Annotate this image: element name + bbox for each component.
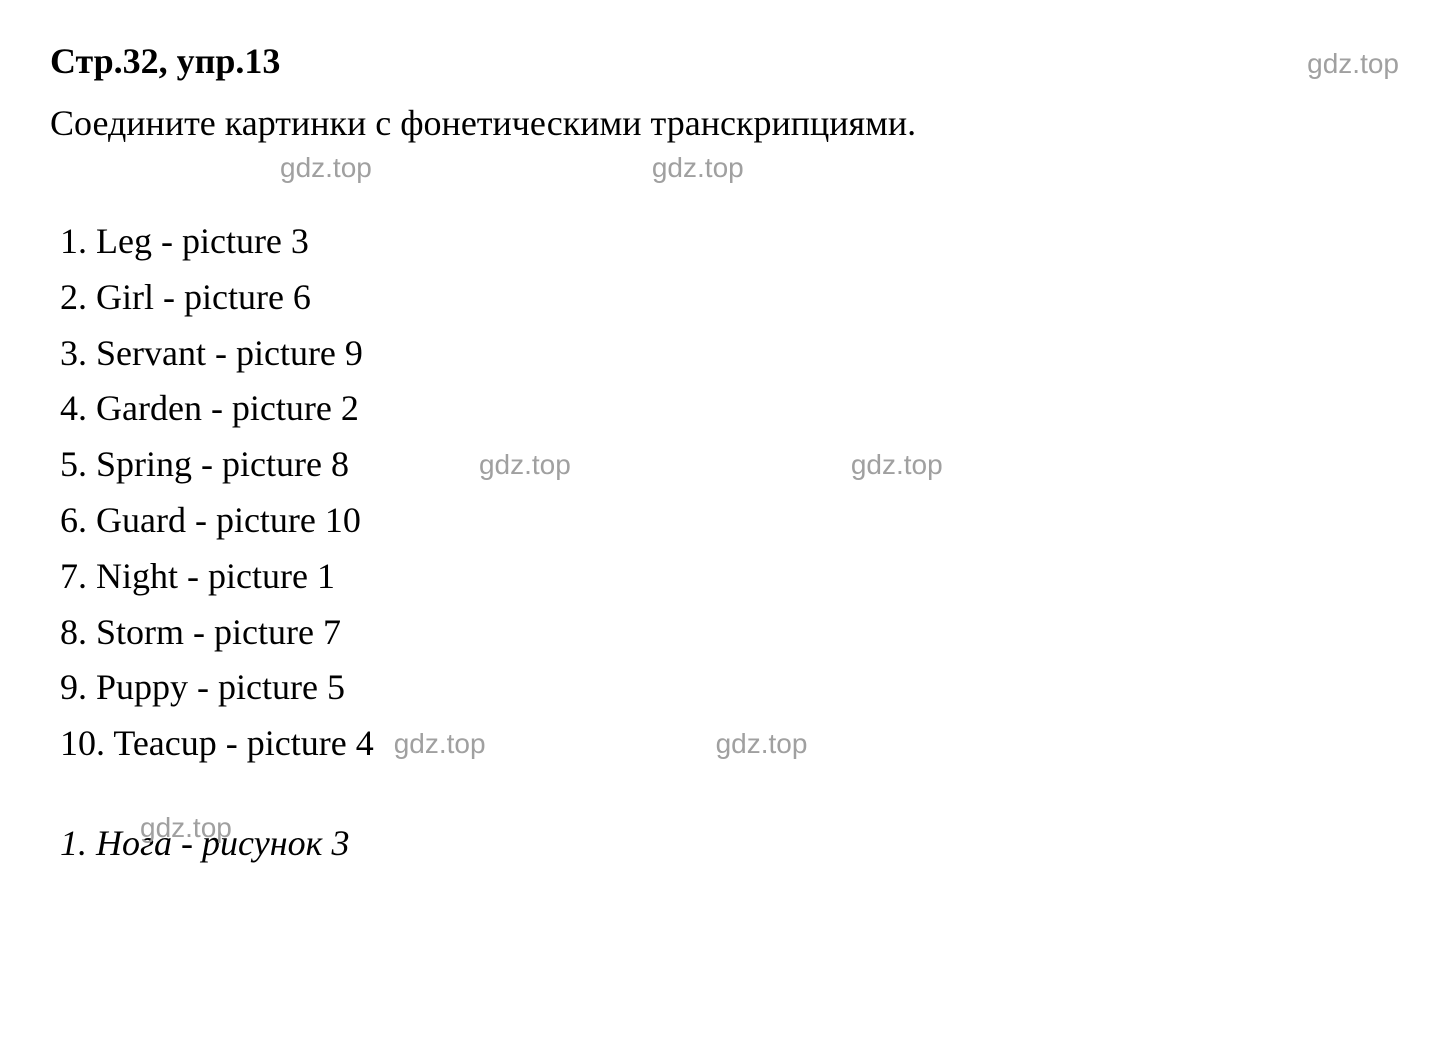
list-item: 7. Night - picture 1 — [60, 549, 1399, 605]
list-item: 3. Servant - picture 9 — [60, 326, 1399, 382]
footer-section: gdz.top 1. Нога - рисунок 3 — [50, 822, 1399, 864]
watermark-2: gdz.top — [652, 152, 744, 184]
list-item: 2. Girl - picture 6 — [60, 270, 1399, 326]
page-title: Стр.32, упр.13 — [50, 40, 280, 82]
list-item: 5. Spring - picture 8 — [60, 437, 349, 493]
list-item: 4. Garden - picture 2 — [60, 381, 1399, 437]
watermark-6: gdz.top — [716, 728, 808, 760]
instruction-text: Соедините картинки с фонетическими транс… — [50, 102, 1399, 144]
watermark-1: gdz.top — [280, 152, 372, 184]
watermark-row-1: gdz.top gdz.top — [280, 152, 1399, 184]
list-item: 1. Leg - picture 3 — [60, 214, 1399, 270]
footer-text: 1. Нога - рисунок 3 — [60, 822, 1399, 864]
watermark-top-right: gdz.top — [1307, 48, 1399, 80]
watermark-4: gdz.top — [851, 449, 943, 481]
mid-row-1: 5. Spring - picture 8 gdz.top gdz.top — [60, 437, 1399, 493]
list-item: 6. Guard - picture 10 — [60, 493, 1399, 549]
list-item: 8. Storm - picture 7 — [60, 605, 1399, 661]
watermark-7: gdz.top — [140, 812, 232, 844]
list-container: 1. Leg - picture 3 2. Girl - picture 6 3… — [60, 214, 1399, 772]
watermark-5: gdz.top — [394, 728, 486, 760]
list-item: 10. Teacup - picture 4 — [60, 716, 374, 772]
list-item: 9. Puppy - picture 5 — [60, 660, 1399, 716]
watermark-3: gdz.top — [479, 449, 571, 481]
header-row: Стр.32, упр.13 gdz.top — [50, 40, 1399, 82]
bottom-row: 10. Teacup - picture 4 gdz.top gdz.top — [60, 716, 1399, 772]
